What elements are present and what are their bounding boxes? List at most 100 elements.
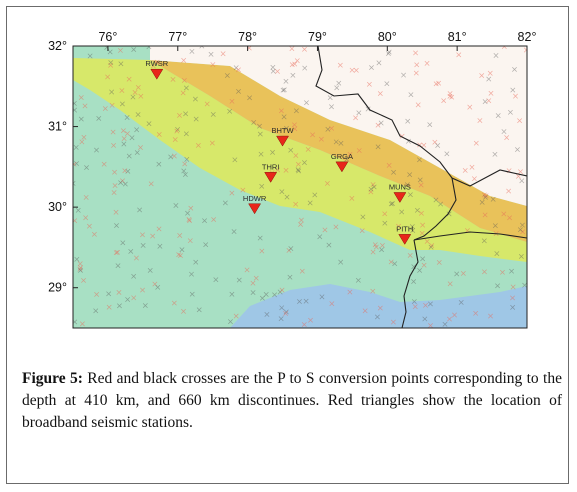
red-cross-mark <box>78 265 84 271</box>
red-cross-mark <box>105 74 111 80</box>
red-cross-mark <box>436 260 442 265</box>
red-cross-mark <box>467 104 473 110</box>
black-cross-mark <box>479 199 485 205</box>
station-label: BHTW <box>271 126 294 135</box>
stations-layer: RWSR BHTW GRGA THRI MUNS HDWR PITH <box>145 59 413 245</box>
red-cross-mark <box>373 244 379 250</box>
black-cross-mark <box>438 201 444 207</box>
black-cross-mark <box>427 301 433 307</box>
red-cross-mark <box>482 212 488 218</box>
black-cross-mark <box>283 309 289 315</box>
red-cross-mark <box>131 295 137 301</box>
red-cross-mark <box>424 238 430 244</box>
black-cross-mark <box>189 291 195 297</box>
black-cross-mark <box>272 292 278 298</box>
red-cross-mark <box>275 68 280 74</box>
black-cross-mark <box>442 321 448 327</box>
red-cross-mark <box>447 316 452 322</box>
red-cross-mark <box>298 217 304 223</box>
black-cross-mark <box>288 147 294 153</box>
lon-tick-label: 80° <box>378 30 397 44</box>
red-cross-mark <box>120 178 125 184</box>
red-cross-mark <box>181 77 187 83</box>
black-cross-mark <box>279 189 285 195</box>
black-cross-mark <box>118 180 124 186</box>
black-cross-mark <box>155 284 161 290</box>
red-cross-mark <box>366 81 372 87</box>
red-cross-mark <box>413 50 419 56</box>
red-cross-mark <box>486 98 492 104</box>
black-cross-mark <box>130 94 136 100</box>
red-cross-mark <box>520 229 526 235</box>
red-cross-mark <box>428 323 433 328</box>
black-cross-mark <box>510 304 516 310</box>
black-cross-mark <box>307 200 313 206</box>
red-cross-mark <box>507 215 513 221</box>
lon-tick-label: 81° <box>448 30 467 44</box>
red-cross-mark <box>275 167 281 173</box>
black-cross-mark <box>391 169 397 175</box>
red-cross-mark <box>368 189 374 195</box>
red-cross-mark <box>113 250 119 256</box>
black-cross-mark <box>417 268 423 273</box>
black-cross-mark <box>128 248 134 254</box>
border-line <box>401 239 419 328</box>
red-cross-mark <box>292 122 297 128</box>
red-cross-mark <box>469 164 475 170</box>
black-cross-mark <box>189 271 194 277</box>
red-cross-mark <box>195 143 201 148</box>
black-cross-mark <box>501 129 507 135</box>
red-cross-mark <box>473 140 479 146</box>
red-cross-mark <box>116 289 122 295</box>
red-cross-mark <box>353 67 359 73</box>
red-cross-mark <box>414 62 420 68</box>
black-cross-mark <box>404 182 410 188</box>
black-cross-mark <box>371 184 377 190</box>
black-cross-mark <box>302 65 308 71</box>
red-cross-mark <box>181 57 187 63</box>
red-cross-mark <box>456 52 462 58</box>
black-cross-mark <box>183 131 189 137</box>
black-cross-mark <box>304 100 309 106</box>
black-cross-mark <box>181 168 187 174</box>
black-cross-mark <box>84 165 89 171</box>
black-cross-mark <box>183 85 189 91</box>
red-cross-mark <box>390 319 396 325</box>
red-cross-mark <box>293 153 299 158</box>
red-cross-mark <box>176 252 182 258</box>
black-cross-mark <box>106 291 112 297</box>
station-triangle <box>276 135 289 147</box>
red-cross-mark <box>240 187 246 193</box>
lat-tick-label: 30° <box>48 200 67 214</box>
black-cross-mark <box>224 73 230 78</box>
black-cross-mark <box>210 111 216 117</box>
black-cross-mark <box>203 242 209 248</box>
red-cross-mark <box>500 269 505 275</box>
black-cross-mark <box>96 115 102 121</box>
red-cross-mark <box>501 211 507 217</box>
red-cross-mark <box>293 201 299 207</box>
black-cross-mark <box>259 295 265 301</box>
black-cross-mark <box>125 297 131 302</box>
black-cross-mark <box>284 125 289 131</box>
red-cross-mark <box>79 321 85 327</box>
black-cross-mark <box>131 47 137 53</box>
border-line <box>315 46 527 187</box>
black-cross-mark <box>379 247 385 253</box>
lon-tick-label: 79° <box>308 30 327 44</box>
red-cross-mark <box>449 94 455 100</box>
red-cross-mark <box>482 269 487 275</box>
red-cross-mark <box>370 249 376 255</box>
figure-map: RWSR BHTW GRGA THRI MUNS HDWR PITH 76° 77° 78° 79… <box>48 30 536 329</box>
black-cross-mark <box>192 96 198 102</box>
black-cross-mark <box>114 223 119 229</box>
black-cross-mark <box>444 151 450 157</box>
black-cross-mark <box>296 168 302 174</box>
red-cross-mark <box>510 295 515 301</box>
red-cross-mark <box>517 118 523 124</box>
black-cross-mark <box>208 51 214 57</box>
black-cross-mark <box>295 167 301 173</box>
red-cross-mark <box>347 289 353 295</box>
station-triangle <box>335 161 349 173</box>
black-cross-mark <box>131 273 137 279</box>
